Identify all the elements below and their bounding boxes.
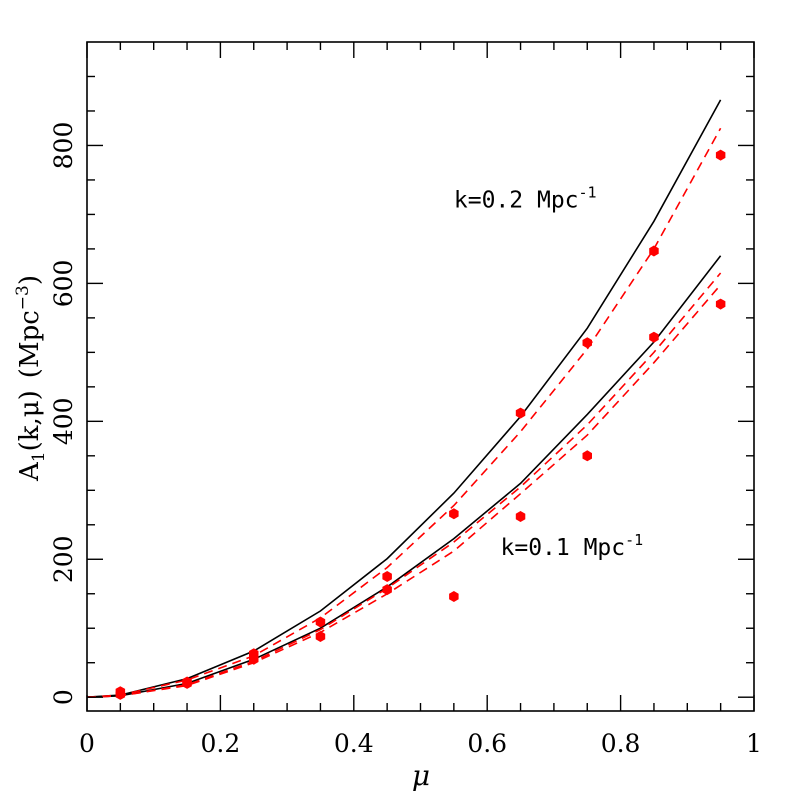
tick-layer [86,42,755,711]
y-label-unit-prefix: (Mpc [15,310,45,378]
dashed-curve-2 [86,127,722,698]
annotation-k01-exp: -1 [625,531,643,549]
y-label-main: A [15,461,45,482]
y-tick-label: 200 [49,535,78,583]
x-tick-label: 0 [79,729,95,758]
x-tick-label: 1 [746,729,762,758]
x-tick-label: 0.2 [201,729,241,758]
tick-label-layer: 0 0.2 0.4 0.6 0.8 1 0 200 400 600 800 [49,122,762,758]
y-label-unit-exp: −3 [13,285,33,310]
data-point-5-6 [515,407,526,419]
annotation-layer: k=0.2 Mpc-1 k=0.1 Mpc-1 [454,184,643,562]
y-tick-label: 600 [49,260,78,308]
annotation-k02: k=0.2 Mpc-1 [454,184,597,214]
y-tick-label: 800 [49,122,78,170]
x-axis-label: μ [412,759,430,792]
annotation-k02-exp: -1 [579,184,597,202]
y-tick-label: 0 [49,689,78,705]
data-point-5-7 [582,337,592,349]
marker-layer [115,149,726,700]
data-point-6-1 [182,677,192,689]
data-point-6-3 [315,631,326,642]
y-label-args: (k,μ) [15,390,45,451]
x-tick-label: 0.4 [334,729,374,758]
x-tick-label: 0.6 [467,729,507,758]
data-point-5-8 [649,245,659,257]
data-point-5-4 [382,571,392,582]
data-point-6-4 [382,584,392,596]
data-point-5-3 [315,616,326,628]
data-point-5-5 [449,508,459,520]
annotation-k01-text: k=0.1 Mpc [501,535,626,561]
x-tick-label: 0.8 [601,729,641,758]
data-point-5-9 [715,149,726,161]
data-point-6-0 [115,688,126,700]
annotation-k01: k=0.1 Mpc-1 [501,531,644,561]
y-label-sub: 1 [29,451,49,462]
dashed-curve-4 [86,272,722,698]
data-point-6-2 [249,653,259,665]
data-point-6-7 [582,450,592,462]
y-axis-label: A1(k,μ) (Mpc−3) [13,275,49,482]
data-point-6-5 [449,591,459,602]
data-point-6-8 [649,331,659,343]
y-label-unit-suffix: ) [15,275,45,285]
y-tick-label: 400 [49,397,78,445]
solid-curve-0 [86,99,722,698]
data-point-6-9 [715,298,726,310]
data-point-6-6 [515,511,526,522]
annotation-k02-text: k=0.2 Mpc [454,188,579,214]
